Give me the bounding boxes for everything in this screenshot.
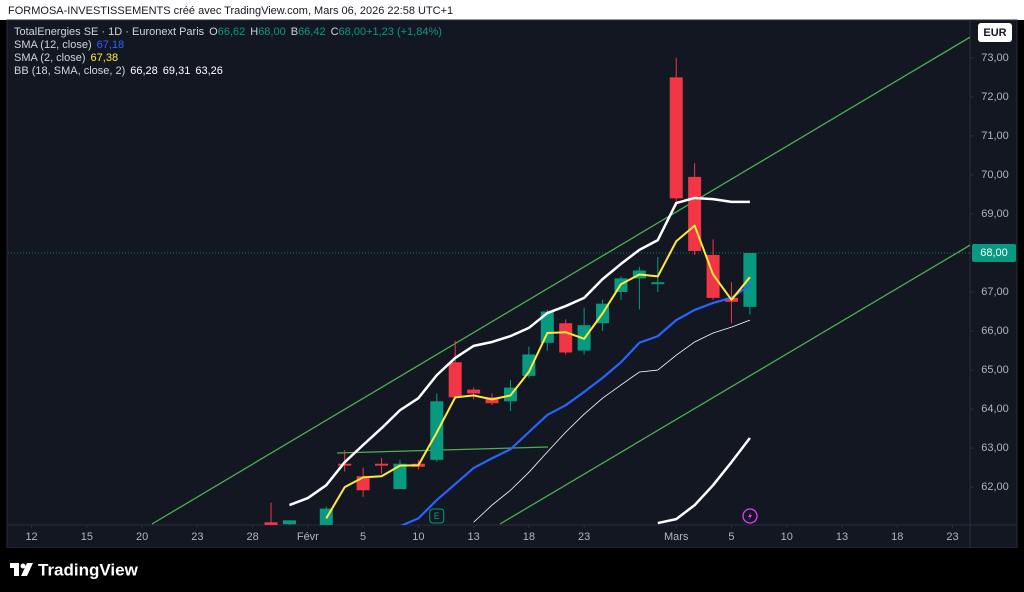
x-tick-label: 28 <box>246 531 258 543</box>
currency-box <box>978 23 1012 42</box>
legend-value: +1,23 (+1,84%) <box>366 26 442 38</box>
candle-body <box>651 282 665 285</box>
x-tick-label: 23 <box>578 531 590 543</box>
currency: EUR <box>983 27 1006 39</box>
plot <box>8 57 970 525</box>
legend-value: 63,26 <box>195 65 223 77</box>
logo-mark <box>10 563 33 576</box>
legend: TotalEnergies SE · 1D · Euronext Paris O6… <box>14 26 442 77</box>
legend-key: C <box>331 26 339 38</box>
legend-label: BB (18, SMA, close, 2) <box>14 65 125 77</box>
trend-line <box>499 244 970 525</box>
x-tick-label: Mars <box>664 531 689 543</box>
x-tick-label: 23 <box>946 531 958 543</box>
legend-key: B <box>291 26 298 38</box>
legend-value: 66,28 <box>130 65 158 77</box>
last-price-box <box>972 243 1016 262</box>
legend-label: SMA (2, close) <box>14 52 86 64</box>
x-tick-label: 23 <box>191 531 203 543</box>
candle-body <box>448 362 462 398</box>
y-tick-label: 64,00 <box>981 403 1009 415</box>
event-label: E <box>434 511 440 521</box>
y-tick-label: 62,00 <box>981 481 1009 493</box>
legend-row: SMA (2, close) 67,38 <box>14 52 118 64</box>
candle-body <box>264 522 278 525</box>
legend-value: 66,62 <box>218 26 246 38</box>
x-tick-label: 18 <box>891 531 903 543</box>
candle-body <box>467 389 481 394</box>
y-tick-label: 72,00 <box>981 91 1009 103</box>
indicator-line <box>657 437 751 525</box>
legend-value: 69,31 <box>163 65 191 77</box>
candle-body <box>559 323 573 353</box>
y-tick-label: 73,00 <box>981 52 1009 64</box>
candle-body <box>338 463 352 466</box>
dividend-icon <box>742 508 758 524</box>
x-tick-label: 13 <box>836 531 848 543</box>
candle-body <box>540 311 554 343</box>
x-tick-label: 13 <box>467 531 479 543</box>
x-tick-label: 10 <box>412 531 424 543</box>
y-tick-label: 69,00 <box>981 208 1009 220</box>
legend-value: 67,38 <box>91 52 119 64</box>
legend-row: TotalEnergies SE · 1D · Euronext Paris O6… <box>14 26 442 38</box>
indicator-line <box>399 284 751 525</box>
y-tick-label: 63,00 <box>981 442 1009 454</box>
footer <box>0 548 1024 592</box>
y-tick-label: 70,00 <box>981 169 1009 181</box>
x-tick-label: 10 <box>781 531 793 543</box>
x-tick-label: 18 <box>523 531 535 543</box>
y-tick-label: 66,00 <box>981 325 1009 337</box>
candle-body <box>522 354 536 376</box>
indicator-line <box>325 224 751 519</box>
chart-panel <box>6 19 1018 549</box>
legend-value: 67,18 <box>97 39 125 51</box>
x-tick-label: 5 <box>360 531 366 543</box>
x-tick-label: 20 <box>136 531 148 543</box>
legend-key: O <box>209 26 218 38</box>
legend-label: TotalEnergies SE · 1D · Euronext Paris <box>14 26 205 38</box>
header-text: FORMOSA-INVESTISSEMENTS créé avec Tradin… <box>8 5 453 17</box>
logo-text: TradingView <box>38 560 139 579</box>
x-tick-label: 5 <box>728 531 734 543</box>
legend-value: 68,00 <box>258 26 286 38</box>
x-tick-label: 12 <box>25 531 37 543</box>
x-tick-label: Févr <box>297 531 319 543</box>
candle-body <box>375 463 389 466</box>
indicator-line <box>288 196 750 507</box>
candle-body <box>743 252 757 307</box>
legend-row: SMA (12, close) 67,18 <box>14 39 124 51</box>
trend-line <box>151 36 970 525</box>
candle-body <box>393 463 407 490</box>
indicator-line <box>473 319 751 523</box>
last-price-label: 68,00 <box>980 247 1008 259</box>
x-tick-label: 15 <box>81 531 93 543</box>
legend-label: SMA (12, close) <box>14 39 92 51</box>
header-band <box>0 0 1024 20</box>
candle-body <box>669 77 683 199</box>
y-tick-label: 71,00 <box>981 130 1009 142</box>
legend-value: 68,00 <box>339 26 367 38</box>
y-tick-label: 67,00 <box>981 286 1009 298</box>
legend-value: 66,42 <box>298 26 326 38</box>
legend-row: BB (18, SMA, close, 2) 66,28 69,31 63,26 <box>14 65 223 77</box>
legend-key: H <box>250 26 258 38</box>
y-tick-label: 65,00 <box>981 364 1009 376</box>
event-box <box>429 508 445 524</box>
candle-body <box>282 520 296 525</box>
